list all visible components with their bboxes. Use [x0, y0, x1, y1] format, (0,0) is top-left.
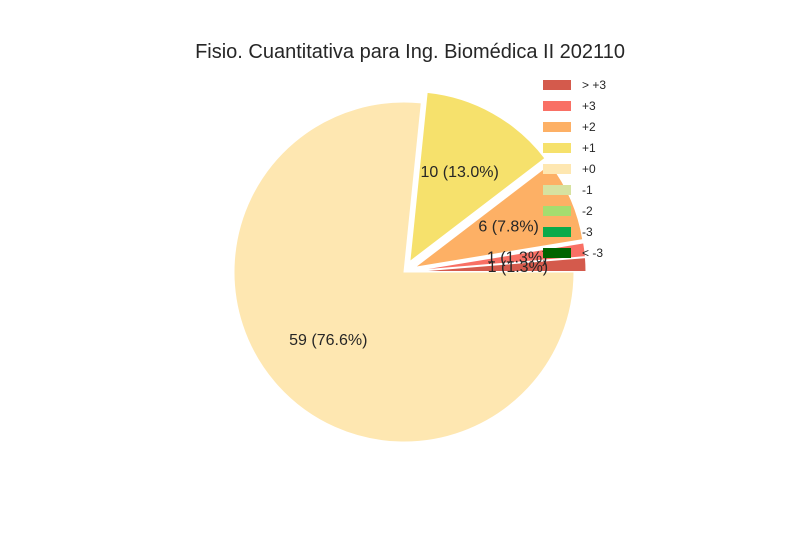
slice-label-3: 10 (13.0%) — [421, 164, 499, 181]
legend-label-8: < -3 — [582, 246, 603, 260]
pie-slices — [233, 91, 587, 443]
slice-label-1: 1 (1.3%) — [487, 250, 547, 267]
slice-label-2: 6 (7.8%) — [478, 218, 538, 235]
legend-label-2: +2 — [582, 120, 596, 134]
legend-label-0: > +3 — [582, 78, 606, 92]
legend-swatch-4 — [543, 164, 571, 174]
slice-label-0: 1 (1.3%) — [488, 259, 548, 276]
legend-swatch-7 — [543, 227, 571, 237]
legend-swatch-5 — [543, 185, 571, 195]
legend-label-3: +1 — [582, 141, 596, 155]
legend-label-5: -1 — [582, 183, 593, 197]
legend-swatch-0 — [543, 80, 571, 90]
legend-label-1: +3 — [582, 99, 596, 113]
slice-labels: 1 (1.3%)1 (1.3%) 6 (7.8%) 10 (13.0%) 59 (76… — [289, 164, 548, 349]
legend-swatch-3 — [543, 143, 571, 153]
pie-slice-4 — [233, 101, 575, 443]
pie-slice-0 — [415, 257, 587, 273]
legend-swatch-2 — [543, 122, 571, 132]
legend-label-7: -3 — [582, 225, 593, 239]
legend-swatch-1 — [543, 101, 571, 111]
pie-slice-1 — [415, 242, 586, 272]
chart-title: Fisio. Cuantitativa para Ing. Biomédica … — [195, 41, 625, 63]
legend-label-4: +0 — [582, 162, 596, 176]
pie-slice-3 — [409, 91, 546, 263]
slice-label-4: 59 (76.6%) — [289, 332, 367, 349]
legend-label-6: -2 — [582, 204, 593, 218]
legend-swatch-6 — [543, 206, 571, 216]
legend: > +3 +3 +2 +1 +0 -1 -2 -3 < -3 — [543, 78, 606, 260]
legend-swatch-8 — [543, 248, 571, 258]
